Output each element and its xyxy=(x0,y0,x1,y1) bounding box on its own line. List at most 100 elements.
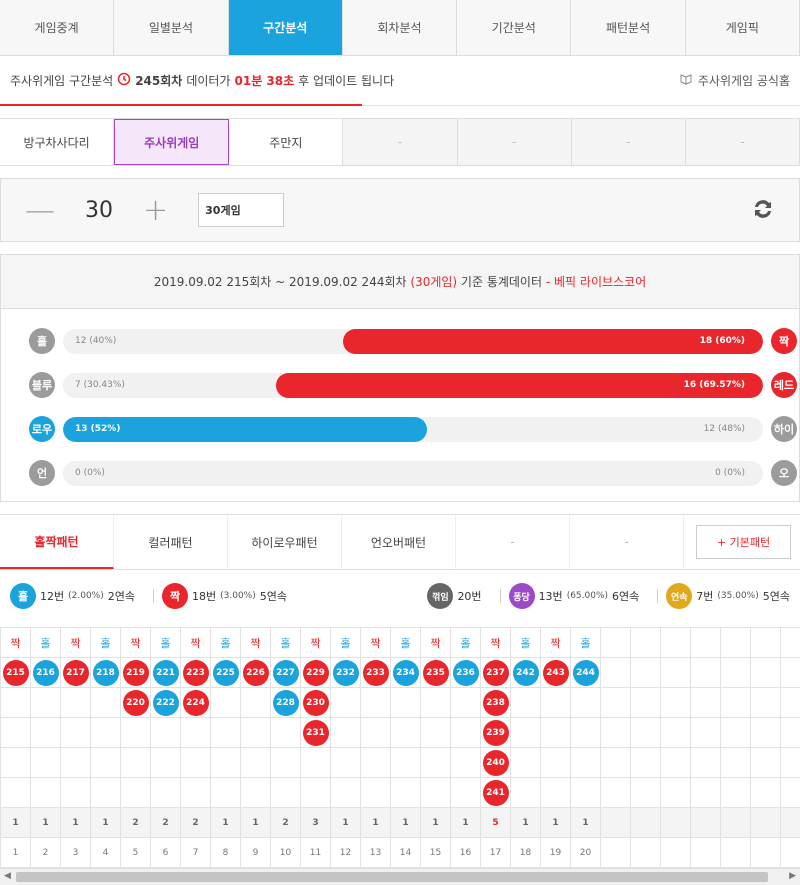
grid-cell: 242 xyxy=(510,657,541,688)
game-tab[interactable]: - xyxy=(571,119,686,165)
index-cell: 5 xyxy=(120,837,151,868)
grid-cell xyxy=(450,747,481,778)
grid-cell: 240 xyxy=(480,747,511,778)
cont-badge: 연속 xyxy=(666,583,693,609)
pattern-tab[interactable]: - xyxy=(456,515,570,569)
bar-track: 13 (52%) 12 (48%) xyxy=(63,416,763,442)
result-ball: 224 xyxy=(182,689,209,716)
header-cell: 짝 xyxy=(240,627,271,658)
count-cell: 1 xyxy=(90,807,121,838)
header-cell: 홀 xyxy=(150,627,181,658)
grid-cell xyxy=(690,657,721,688)
grid-cell xyxy=(600,777,631,808)
top-tab[interactable]: 게임픽 xyxy=(686,0,800,55)
result-ball: 228 xyxy=(272,689,299,716)
game-tab[interactable]: 주사위게임 xyxy=(114,119,230,165)
scroll-left-icon[interactable]: ◀ xyxy=(4,871,11,881)
left-badge: 블루 xyxy=(29,372,55,398)
top-tab[interactable]: 회차분석 xyxy=(343,0,458,55)
official-home-link[interactable]: 주사위게임 공식홈 xyxy=(679,72,790,89)
basic-pattern-button[interactable]: + 기본패턴 xyxy=(696,525,791,559)
grid-cell xyxy=(30,747,61,778)
index-cell: 10 xyxy=(270,837,301,868)
result-ball: 239 xyxy=(482,719,509,746)
scroll-right-icon[interactable]: ▶ xyxy=(789,871,796,881)
count-cell: 2 xyxy=(120,807,151,838)
legend-cont: 연속 7번 (35.00%) 5연속 xyxy=(666,583,790,609)
horizontal-scrollbar[interactable]: ◀ ▶ xyxy=(0,868,800,885)
games-select[interactable]: 30게임 xyxy=(198,193,285,227)
grid-cell xyxy=(420,687,451,718)
grid-cell xyxy=(60,687,91,718)
grid-cell xyxy=(60,717,91,748)
stat-bar-row: 언 0 (0%) 0 (0%) 오 xyxy=(1,451,799,495)
grid-cell xyxy=(780,687,800,718)
grid-cell xyxy=(510,777,541,808)
top-tab[interactable]: 게임중계 xyxy=(0,0,115,55)
header-cell xyxy=(690,627,721,658)
grid-cell xyxy=(390,747,421,778)
game-tab[interactable]: 주만지 xyxy=(229,119,344,165)
left-value: 12 (40%) xyxy=(75,335,117,346)
scroll-thumb[interactable] xyxy=(16,872,768,882)
header-cell: 홀 xyxy=(30,627,61,658)
grid-cell xyxy=(240,777,271,808)
grid-cell xyxy=(660,657,691,688)
header-cell: 짝 xyxy=(300,627,331,658)
grid-cell xyxy=(90,717,121,748)
game-tab[interactable]: - xyxy=(457,119,572,165)
grid-cell xyxy=(450,717,481,748)
refresh-icon[interactable] xyxy=(749,195,777,226)
game-tab[interactable]: 방구차사다리 xyxy=(0,119,115,165)
index-cell: 4 xyxy=(90,837,121,868)
grid-cell: 244 xyxy=(570,657,601,688)
grid-cell xyxy=(150,777,181,808)
header-cell: 짝 xyxy=(360,627,391,658)
game-tab[interactable]: - xyxy=(343,119,458,165)
game-tab[interactable]: - xyxy=(685,119,800,165)
left-badge: 로우 xyxy=(29,416,55,442)
grid-cell: 227 xyxy=(270,657,301,688)
top-tab[interactable]: 기간분석 xyxy=(457,0,572,55)
pattern-tab[interactable]: 언오버패턴 xyxy=(342,515,456,569)
pattern-tab[interactable]: 컬러패턴 xyxy=(114,515,228,569)
pattern-tab[interactable]: 하이로우패턴 xyxy=(228,515,342,569)
counter-value: 30 xyxy=(85,197,113,223)
grid-cell xyxy=(270,717,301,748)
right-badge: 하이 xyxy=(771,416,797,442)
grid-cell xyxy=(690,777,721,808)
grid-cell xyxy=(360,687,391,718)
count-cell xyxy=(750,807,781,838)
grid-cell: 216 xyxy=(30,657,61,688)
count-cell xyxy=(630,807,661,838)
top-tab[interactable]: 일별분석 xyxy=(114,0,229,55)
grid-cell xyxy=(600,717,631,748)
right-value: 0 (0%) xyxy=(715,467,745,478)
pattern-tab[interactable]: - xyxy=(570,515,684,569)
header-cell: 짝 xyxy=(120,627,151,658)
minus-button[interactable]: — xyxy=(25,192,55,228)
grid-cell xyxy=(270,777,301,808)
result-ball: 221 xyxy=(152,659,179,686)
top-tab[interactable]: 구간분석 xyxy=(228,0,343,55)
count-cell: 3 xyxy=(300,807,331,838)
result-ball: 231 xyxy=(302,719,329,746)
pattern-tab[interactable]: 홀짝패턴 xyxy=(0,515,114,569)
info-bar: 주사위게임 구간분석 245회차 데이터가 01분 38초 후 업데이트 됩니다… xyxy=(0,56,800,106)
bar-track: 7 (30.43%) 16 (69.57%) xyxy=(63,372,763,398)
grid-cell xyxy=(450,777,481,808)
plus-button[interactable]: + xyxy=(143,192,169,228)
pattern-legend: 홀 12번 (2.00%) 2연속 짝 18번 (3.00%) 5연속 꺾임 2… xyxy=(0,570,800,622)
stat-mid: 기준 통계데이터 xyxy=(460,275,543,289)
grid-cell xyxy=(540,687,571,718)
header-cell: 홀 xyxy=(210,627,241,658)
grid-cell: 228 xyxy=(270,687,301,718)
result-ball: 241 xyxy=(482,779,509,806)
left-value: 13 (52%) xyxy=(75,423,121,434)
grid-cell xyxy=(210,717,241,748)
grid-cell xyxy=(120,777,151,808)
count-cell: 1 xyxy=(450,807,481,838)
grid-cell xyxy=(510,747,541,778)
top-nav: 게임중계 일별분석 구간분석 회차분석 기간분석 패턴분석 게임픽 xyxy=(0,0,800,56)
top-tab[interactable]: 패턴분석 xyxy=(571,0,686,55)
